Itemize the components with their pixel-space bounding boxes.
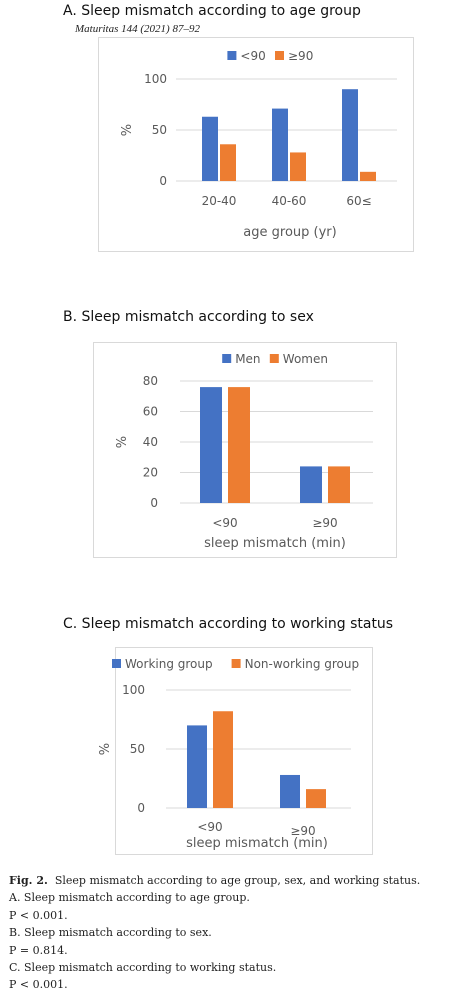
panel-b-legend-swatch (269, 354, 279, 363)
panel-c-frame (115, 647, 373, 855)
panel-c-legend-label: Non-working group (245, 657, 360, 671)
panel-b-category-label: ≥90 (312, 516, 337, 530)
panel-b-bar (300, 466, 322, 503)
journal-reference: Maturitas 144 (2021) 87–92 (75, 23, 200, 35)
panel-b-y-tick-label: 20 (143, 466, 158, 480)
panel-b-category-label: <90 (212, 516, 237, 530)
panel-a-legend-swatch (275, 51, 284, 60)
caption-line-1: A. Sleep mismatch according to age group… (9, 891, 250, 905)
panel-a-bar (360, 171, 376, 181)
panel-a-y-axis-label: % (120, 124, 135, 136)
panel-c-y-tick-label: 100 (122, 683, 145, 697)
panel-a-y-tick-label: 0 (159, 174, 167, 188)
panel-a-category-label: 20-40 (202, 194, 237, 208)
panel-b-bar (328, 466, 350, 503)
panel-b-x-axis-label: sleep mismatch (min) (204, 536, 346, 551)
panel-b-bar (228, 387, 250, 503)
panel-b-y-axis-label: % (115, 436, 130, 448)
caption-line-4: P = 0.814. (9, 943, 68, 957)
panel-a-legend-swatch (227, 51, 237, 60)
panel-b-legend-label: Women (283, 352, 328, 366)
panel-a-legend-label: ≥90 (288, 49, 313, 63)
figure-caption: Fig. 2. Sleep mismatch according to age … (9, 872, 459, 994)
panel-a-category-label: 40-60 (272, 194, 307, 208)
panel-b-y-tick-label: 0 (150, 496, 158, 510)
panel-c-x-axis-label: sleep mismatch (min) (186, 836, 328, 851)
caption-label: Fig. 2. (9, 874, 48, 887)
panel-c-legend-swatch (231, 659, 241, 668)
panel-c-bar (306, 789, 326, 808)
panel-c-category-label: ≥90 (290, 824, 315, 838)
panel-c-y-tick-label: 0 (137, 801, 145, 815)
panel-b-legend-label: Men (235, 352, 260, 366)
panel-a-legend-label: <90 (240, 49, 265, 63)
panel-a-bar (272, 108, 288, 181)
caption-line-3: B. Sleep mismatch according to sex. (9, 926, 212, 940)
panel-c-legend-label: Working group (125, 657, 213, 671)
panel-a-category-label: 60≤ (346, 194, 371, 208)
panel-c-bar (187, 725, 207, 808)
panel-a-x-axis-label: age group (yr) (243, 225, 336, 240)
panel-b-legend-swatch (222, 354, 232, 363)
panel-c-bar (213, 711, 233, 808)
panel-c-y-axis-label: % (98, 743, 113, 755)
caption-line-2: P < 0.001. (9, 908, 68, 922)
panel-a-frame (98, 37, 414, 252)
panel-a-y-tick-label: 100 (144, 72, 167, 86)
panel-b-y-tick-label: 80 (143, 374, 158, 388)
panel-b-y-tick-label: 60 (143, 405, 158, 419)
panel-b-y-tick-label: 40 (143, 435, 158, 449)
panel-a-title: A. Sleep mismatch according to age group (63, 3, 361, 19)
panel-a-y-tick-label: 50 (152, 123, 167, 137)
panel-c-title: C. Sleep mismatch according to working s… (63, 616, 394, 632)
panel-c-bar (280, 774, 300, 808)
panel-c-category-label: <90 (197, 820, 222, 834)
panel-a-bar (220, 144, 236, 181)
panel-b-title: B. Sleep mismatch according to sex (63, 309, 314, 325)
caption-line-6: P < 0.001. (9, 978, 68, 992)
panel-b-bar (200, 387, 222, 503)
caption-line-5: C. Sleep mismatch according to working s… (9, 961, 277, 975)
panel-a-bar (342, 89, 358, 181)
panel-c-legend-swatch (112, 659, 121, 668)
panel-a-bar (290, 152, 306, 181)
panel-a-bar (202, 116, 218, 181)
panel-c-y-tick-label: 50 (130, 742, 145, 756)
caption-text: Sleep mismatch according to age group, s… (54, 874, 421, 887)
